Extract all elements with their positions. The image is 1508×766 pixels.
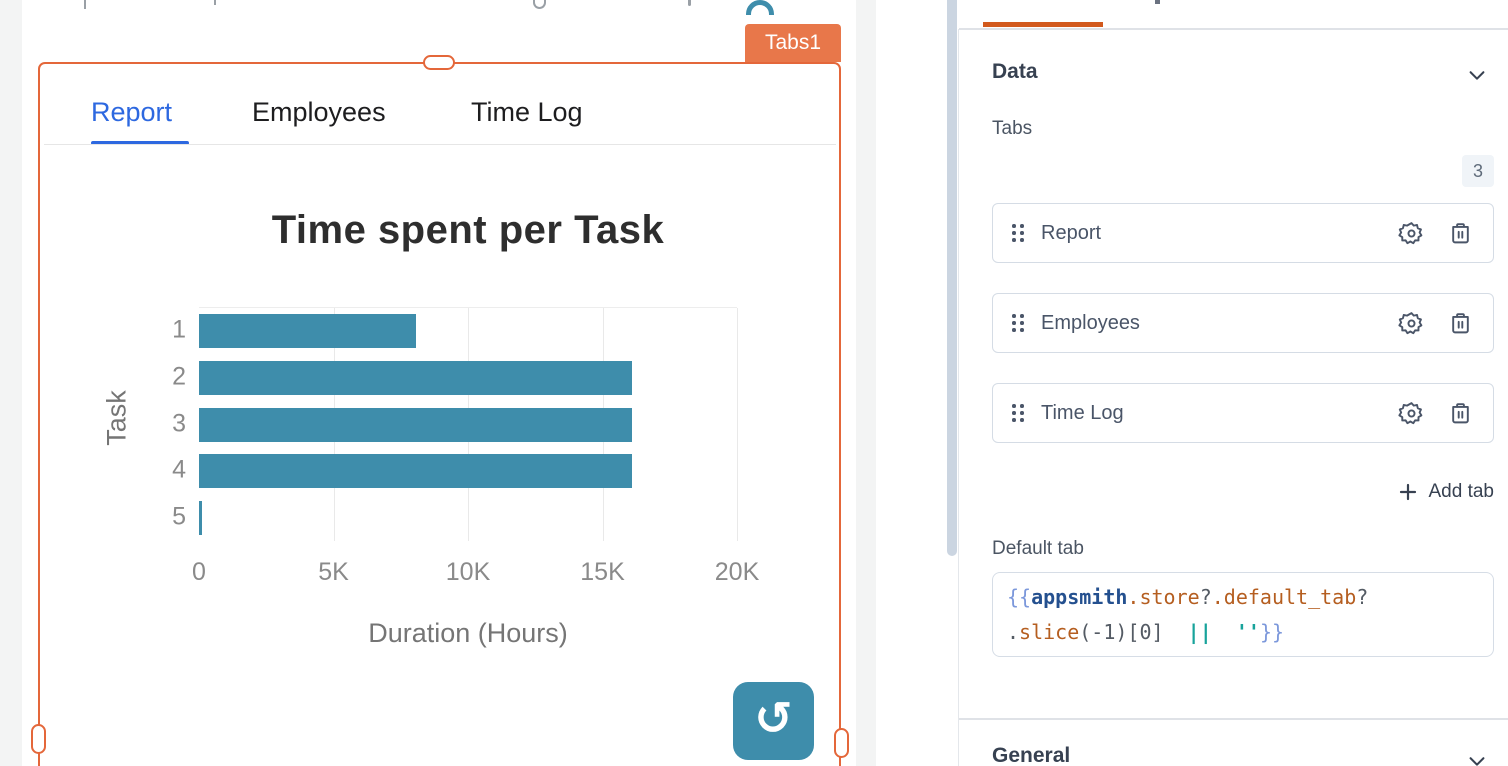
resize-handle-top[interactable] <box>423 55 455 70</box>
widget-name-badge[interactable]: Tabs1 <box>745 24 841 62</box>
chart-title: Time spent per Task <box>271 208 665 252</box>
tab-item-label: Report <box>1041 221 1102 244</box>
y-category-label: 5 <box>172 502 186 531</box>
clipped-text-fragment <box>533 0 546 9</box>
settings-icon[interactable] <box>1398 310 1425 337</box>
drag-handle-icon[interactable] <box>1012 314 1024 332</box>
resize-handle-left[interactable] <box>31 724 46 754</box>
trash-icon[interactable] <box>1447 220 1474 247</box>
tab-item-row-time-log[interactable]: Time Log <box>992 383 1494 443</box>
pane-scrollbar-thumb[interactable] <box>947 0 957 556</box>
clipped-refresh-icon <box>744 0 776 15</box>
drag-handle-icon[interactable] <box>1012 224 1024 242</box>
tabs-field-label: Tabs <box>992 118 1033 139</box>
bar-task-3 <box>199 407 633 442</box>
clipped-text-fragment <box>84 0 86 9</box>
widget-tab-timelog[interactable]: Time Log <box>471 97 583 127</box>
code-line: .slice(-1)[0] || ''}} <box>1007 620 1285 644</box>
active-tab-underline <box>91 141 189 145</box>
clipped-text-fragment <box>214 0 216 5</box>
chart-plot-area <box>199 307 738 541</box>
bar-task-1 <box>199 314 416 349</box>
trash-icon[interactable] <box>1447 400 1474 427</box>
tab-item-row-report[interactable]: Report <box>992 203 1494 263</box>
default-tab-code-input[interactable]: {{appsmith.store?.default_tab? .slice(-1)… <box>992 572 1494 657</box>
tab-item-row-employees[interactable]: Employees <box>992 293 1494 353</box>
widget-tab-report[interactable]: Report <box>91 97 173 127</box>
tabs-count-badge: 3 <box>1462 155 1494 187</box>
plus-icon <box>1399 483 1416 501</box>
y-category-label: 3 <box>172 409 186 437</box>
y-category-label: 1 <box>172 315 186 344</box>
chart-x-axis-title: Duration (Hours) <box>368 618 568 648</box>
chevron-down-icon[interactable] <box>1466 64 1488 86</box>
bar-task-4 <box>199 454 633 489</box>
tab-bar-divider <box>44 144 836 145</box>
settings-icon[interactable] <box>1398 220 1425 247</box>
y-category-label: 4 <box>172 455 186 484</box>
default-tab-label: Default tab <box>992 538 1084 559</box>
pane-top-divider <box>959 28 1508 30</box>
x-tick-label: 5K <box>318 558 349 586</box>
pane-active-tab-underline <box>983 22 1103 27</box>
tab-item-label: Time Log <box>1041 401 1124 424</box>
clipped-text-fragment <box>1155 0 1160 4</box>
x-tick-label: 15K <box>580 558 625 586</box>
pane-bottom-divider <box>959 718 1508 720</box>
gridline <box>737 308 738 541</box>
add-tab-label: Add tab <box>1428 481 1495 502</box>
clipped-text-fragment <box>688 0 691 6</box>
chevron-down-icon[interactable] <box>1466 750 1488 766</box>
drag-handle-icon[interactable] <box>1012 404 1024 422</box>
canvas-right-gutter <box>856 0 876 766</box>
bar-task-5 <box>199 500 202 535</box>
refresh-icon: ↺ <box>754 691 793 745</box>
y-category-label: 2 <box>172 362 186 391</box>
add-tab-button[interactable]: Add tab <box>992 477 1494 507</box>
widget-tab-employees[interactable]: Employees <box>252 97 386 127</box>
section-title-general[interactable]: General <box>992 744 1071 766</box>
x-tick-label: 10K <box>445 558 491 586</box>
section-title-data[interactable]: Data <box>992 60 1038 83</box>
chart-refresh-button[interactable]: ↺ <box>733 682 814 760</box>
tab-item-label: Employees <box>1041 311 1140 334</box>
bar-task-2 <box>199 360 633 395</box>
chart-y-axis-title: Task <box>101 390 132 446</box>
x-tick-label: 0 <box>192 558 206 586</box>
x-tick-label: 20K <box>714 558 760 586</box>
code-line: {{appsmith.store?.default_tab? <box>1007 585 1369 609</box>
resize-handle-right[interactable] <box>834 728 849 758</box>
canvas-left-gutter <box>0 0 22 766</box>
trash-icon[interactable] <box>1447 310 1474 337</box>
pane-left-border <box>958 29 959 766</box>
settings-icon[interactable] <box>1398 400 1425 427</box>
